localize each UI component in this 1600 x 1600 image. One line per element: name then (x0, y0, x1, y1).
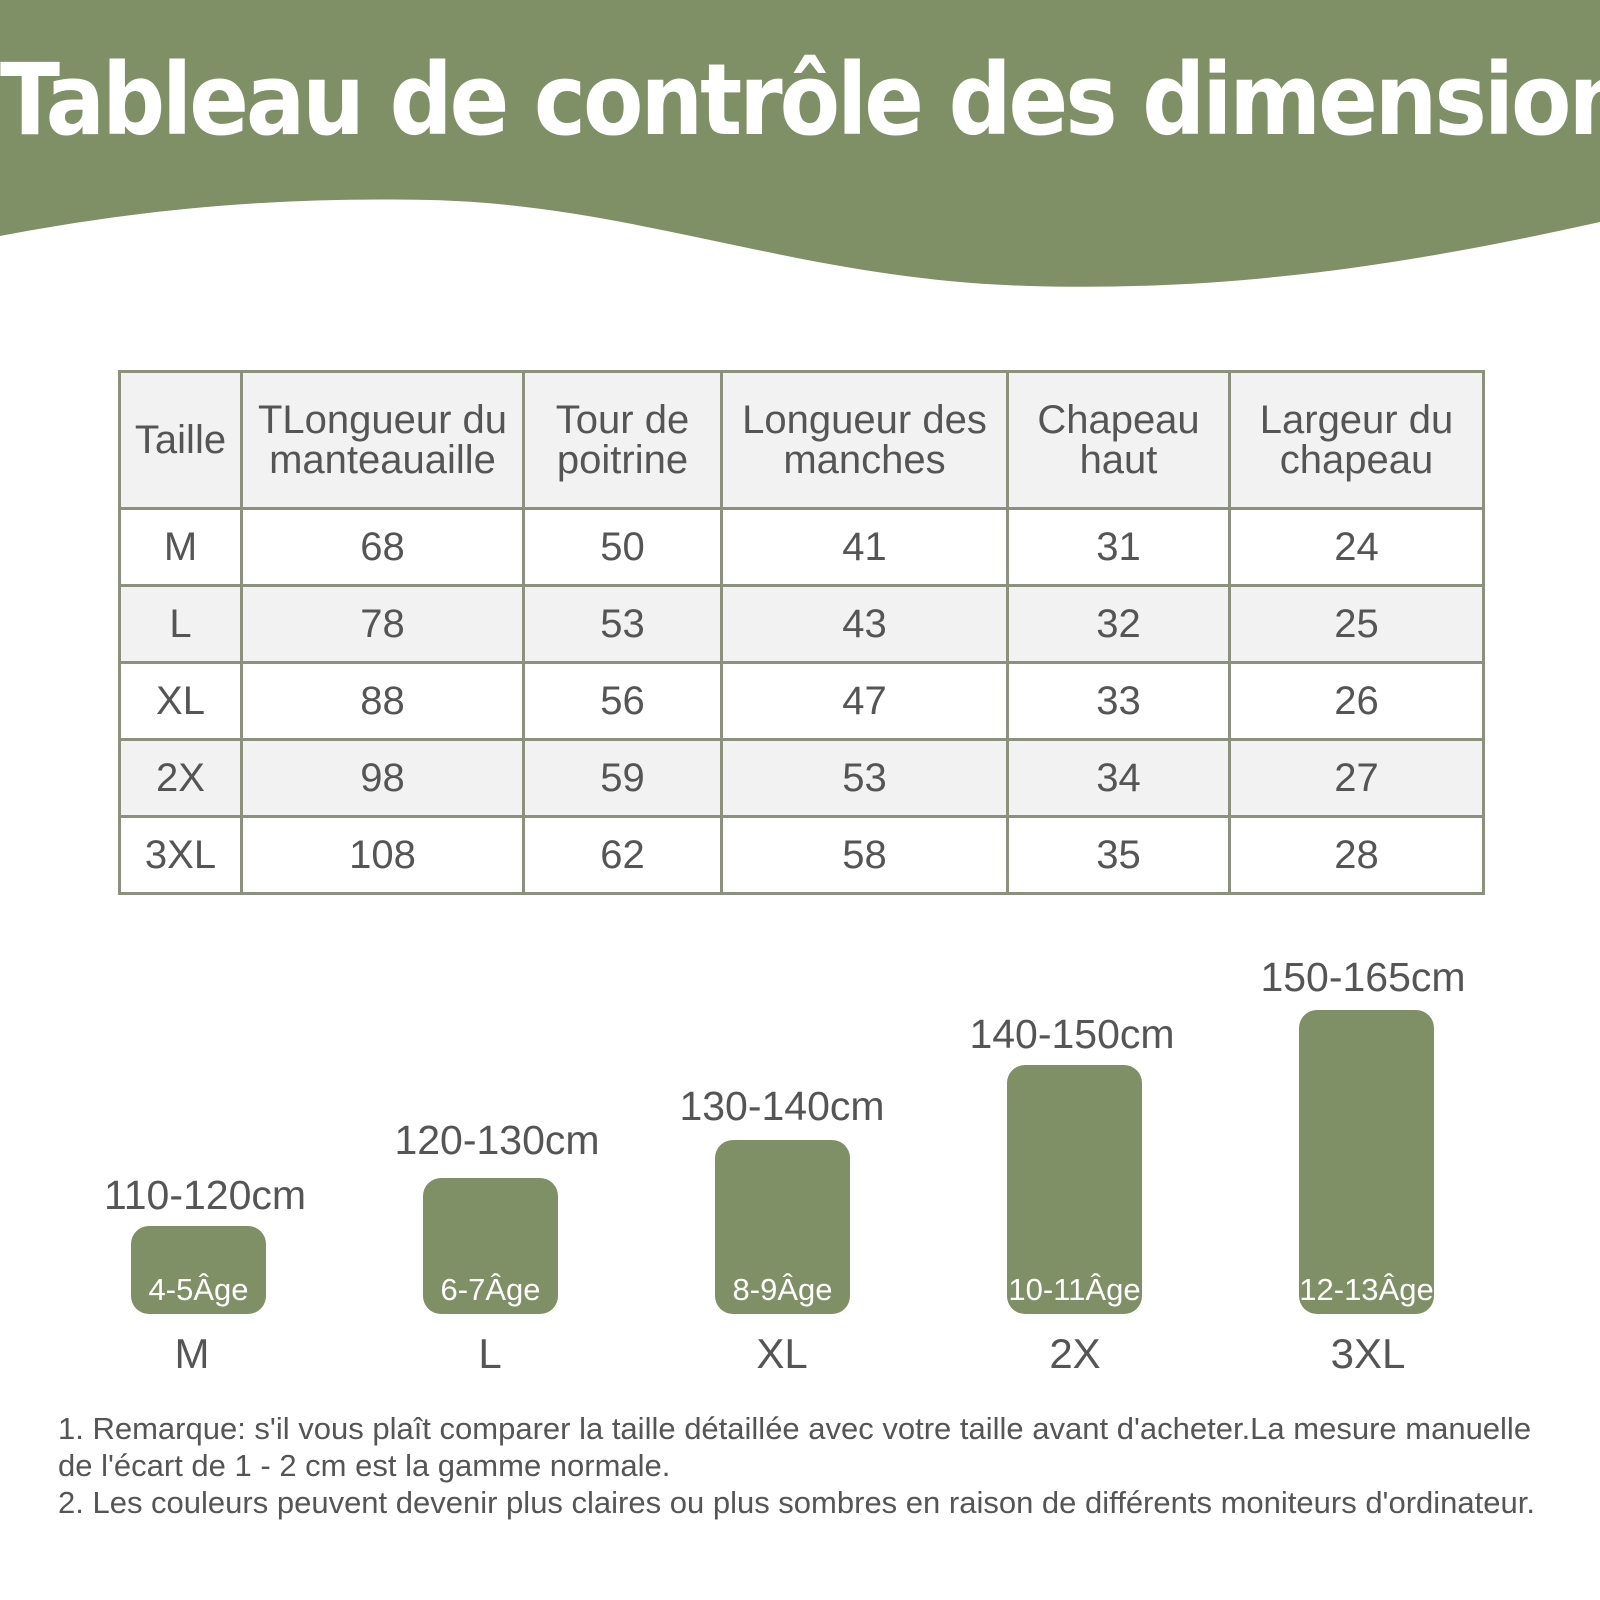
notes: 1. Remarque: s'il vous plaît comparer la… (58, 1410, 1558, 1521)
age-label: 12-13Âge (1299, 1272, 1434, 1307)
height-range-label: 130-140cm (679, 1083, 885, 1129)
table-cell: 78 (240, 584, 525, 664)
column-header: Largeur du chapeau (1228, 370, 1485, 510)
size-table: Taille TLongueur du manteauaille Tour de… (118, 370, 1485, 895)
height-bar: 6-7Âge (423, 1178, 558, 1314)
note-text: 2. Les couleurs peuvent devenir plus cla… (58, 1485, 1535, 1520)
age-label: 4-5Âge (148, 1272, 249, 1307)
table-cell: 24 (1228, 507, 1485, 587)
page-title: Tableau de contrôle des dimensions (0, 42, 1600, 158)
table-cell: 31 (1006, 507, 1231, 587)
column-header: Longueur des manches (720, 370, 1009, 510)
age-label: 10-11Âge (1008, 1272, 1141, 1307)
table-cell: 98 (240, 738, 525, 818)
size-label: L (478, 1330, 502, 1377)
column-header: TLongueur du manteauaille (240, 370, 525, 510)
table-cell: 27 (1228, 738, 1485, 818)
height-range-label: 120-130cm (394, 1117, 600, 1163)
column-header: Taille (118, 370, 243, 510)
table-cell: 32 (1006, 584, 1231, 664)
table-row: XL 88 56 47 33 26 (118, 661, 1485, 741)
table-cell: 47 (720, 661, 1009, 741)
table-cell: M (118, 507, 243, 587)
height-bar: 10-11Âge (1007, 1065, 1142, 1314)
height-bar: 4-5Âge (131, 1226, 266, 1314)
height-bar: 12-13Âge (1299, 1010, 1434, 1314)
table-cell: 34 (1006, 738, 1231, 818)
size-label: 3XL (1330, 1330, 1406, 1377)
table-cell: 50 (522, 507, 723, 587)
size-label: M (174, 1330, 210, 1377)
header-banner (0, 0, 1600, 287)
note-text: 1. Remarque: s'il vous plaît comparer la… (58, 1411, 1532, 1483)
table-cell: 53 (720, 738, 1009, 818)
table-cell: 26 (1228, 661, 1485, 741)
table-cell: 43 (720, 584, 1009, 664)
table-cell: 33 (1006, 661, 1231, 741)
table-row: 2X 98 59 53 34 27 (118, 738, 1485, 818)
table-row: 3XL 108 62 58 35 28 (118, 815, 1485, 895)
size-label: XL (756, 1330, 808, 1377)
table-cell: 59 (522, 738, 723, 818)
column-header: Tour de poitrine (522, 370, 723, 510)
table-cell: 56 (522, 661, 723, 741)
height-bar: 8-9Âge (715, 1140, 850, 1314)
table-cell: 28 (1228, 815, 1485, 895)
column-header: Chapeau haut (1006, 370, 1231, 510)
table-cell: 53 (522, 584, 723, 664)
table-cell: 3XL (118, 815, 243, 895)
table-row: M 68 50 41 31 24 (118, 507, 1485, 587)
age-label: 8-9Âge (732, 1272, 833, 1307)
table-cell: 58 (720, 815, 1009, 895)
table-cell: 68 (240, 507, 525, 587)
table-row: L 78 53 43 32 25 (118, 584, 1485, 664)
table-cell: 88 (240, 661, 525, 741)
height-range-label: 110-120cm (103, 1172, 307, 1218)
table-cell: L (118, 584, 243, 664)
table-cell: 62 (522, 815, 723, 895)
table-header-row: Taille TLongueur du manteauaille Tour de… (118, 370, 1485, 510)
table-cell: 41 (720, 507, 1009, 587)
table-cell: 25 (1228, 584, 1485, 664)
table-cell: 2X (118, 738, 243, 818)
height-range-label: 140-150cm (969, 1011, 1175, 1057)
table-cell: 108 (240, 815, 525, 895)
table-cell: 35 (1006, 815, 1231, 895)
age-label: 6-7Âge (440, 1272, 541, 1307)
height-range-label: 150-165cm (1260, 954, 1466, 1000)
size-label: 2X (1049, 1330, 1101, 1377)
table-cell: XL (118, 661, 243, 741)
